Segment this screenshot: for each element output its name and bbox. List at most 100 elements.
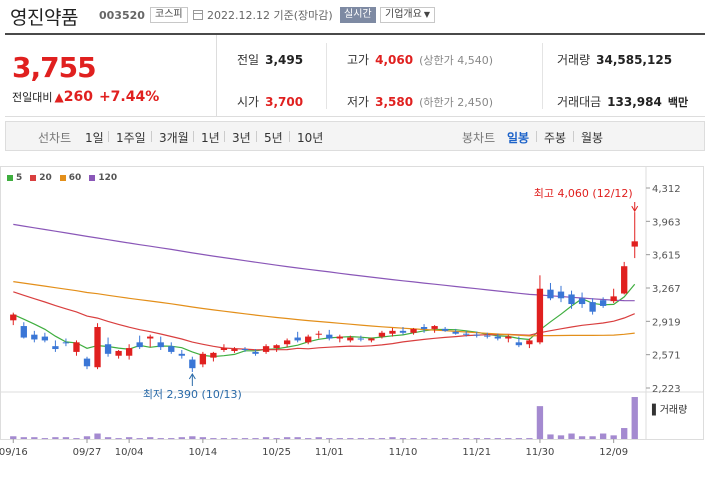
volume-bar xyxy=(305,438,312,440)
volume-bar xyxy=(157,438,164,440)
y-tick-label: 3,615 xyxy=(652,251,681,262)
divider xyxy=(193,131,194,142)
change-value: 260 xyxy=(63,89,93,105)
volume-value: 34,585,125 xyxy=(596,53,673,67)
candle-body xyxy=(473,334,480,336)
volume-bar xyxy=(599,433,607,439)
max-price-label: 최고 4,060 (12/12) xyxy=(534,187,633,200)
candle-body xyxy=(526,340,533,345)
candle-body xyxy=(410,328,417,333)
upper-limit: (상한가 4,540) xyxy=(419,54,493,67)
period-1d[interactable]: 1일 xyxy=(85,131,104,145)
candle-body xyxy=(115,350,122,356)
ma20-line xyxy=(13,291,635,351)
low-price: 저가 3,580 (하한가 2,450) xyxy=(347,93,493,110)
candle-chart-label: 봉차트 xyxy=(462,131,496,145)
ma-legend-20-label: 20 xyxy=(39,173,52,183)
price-summary: 3,755 전일대비 ▲ 260 +7.44% 전일 3,495 시가 3,70… xyxy=(5,33,705,117)
volume-bar xyxy=(578,436,586,439)
volume-bar xyxy=(115,438,122,440)
x-tick-label: 09/27 xyxy=(73,447,102,458)
candle-body xyxy=(484,335,491,337)
volume: 거래량 34,585,125 xyxy=(557,51,672,68)
high-value: 4,060 xyxy=(375,53,414,67)
up-triangle-icon: ▲ xyxy=(54,90,64,104)
candle-body xyxy=(399,330,407,333)
volume-bar xyxy=(526,438,533,440)
x-tick-label: 10/14 xyxy=(188,447,217,458)
candle-body xyxy=(125,348,133,356)
candle-body xyxy=(631,241,638,247)
period-10y[interactable]: 10년 xyxy=(297,131,324,145)
candle-body xyxy=(210,352,217,358)
candle-daily[interactable]: 일봉 xyxy=(507,131,530,145)
volume-bar xyxy=(452,438,459,440)
candle-body xyxy=(463,333,470,335)
candle-body xyxy=(20,326,27,338)
candle-body xyxy=(305,336,312,343)
period-1y[interactable]: 1년 xyxy=(201,131,220,145)
candle-body xyxy=(178,353,185,356)
candle-body xyxy=(31,334,38,340)
candle-body xyxy=(336,336,343,339)
volume-bar xyxy=(536,406,544,439)
price-detail-grid: 전일 3,495 시가 3,700 고가 4,060 (상한가 4,540) 저… xyxy=(216,35,705,117)
x-tick-label: 11/30 xyxy=(526,447,555,458)
candle-body xyxy=(452,331,459,334)
stock-name: 영진약품 xyxy=(10,7,78,29)
realtime-button[interactable]: 실시간 xyxy=(340,7,376,23)
candlestick-chart[interactable]: 4,312 3,963 3,615 3,267 2,919 2,571 2,223 ▌거래량 0… xyxy=(0,160,705,477)
low-label: 저가 xyxy=(347,95,370,109)
volume-bar xyxy=(199,437,207,439)
volume-bar xyxy=(589,436,596,439)
amount-unit: 백만 xyxy=(667,96,689,109)
divider xyxy=(573,131,574,142)
volume-bar xyxy=(621,428,628,439)
ma-legend-60-label: 60 xyxy=(68,173,82,183)
volume-label: ▌거래량 xyxy=(651,403,687,416)
candle-monthly[interactable]: 월봉 xyxy=(581,131,604,145)
divider xyxy=(542,43,543,109)
candle-body xyxy=(431,326,438,329)
volume-bar xyxy=(168,438,175,440)
period-5y[interactable]: 5년 xyxy=(264,131,283,145)
lower-limit: (하한가 2,450) xyxy=(419,96,493,109)
candle-body xyxy=(578,298,586,305)
volume-bar xyxy=(484,438,491,440)
volume-bar xyxy=(336,438,343,440)
ma-legend-5: 5 xyxy=(7,173,22,183)
volume-bar xyxy=(31,437,38,439)
x-tick-label: 11/21 xyxy=(462,447,491,458)
change-row: 전일대비 ▲ 260 +7.44% xyxy=(12,89,159,105)
candle-body xyxy=(315,333,322,335)
candle-body xyxy=(147,336,154,339)
open-label: 시가 xyxy=(237,95,260,109)
candle-body xyxy=(220,348,228,350)
candle-body xyxy=(599,300,607,306)
volume-bar xyxy=(399,438,407,440)
period-3y[interactable]: 3년 xyxy=(232,131,251,145)
candle-body xyxy=(441,328,449,331)
period-1w[interactable]: 1주일 xyxy=(116,131,146,145)
change-percent: +7.44% xyxy=(98,89,160,105)
x-tick-label: 11/10 xyxy=(389,447,418,458)
candle-weekly[interactable]: 주봉 xyxy=(544,131,567,145)
current-price: 3,755 xyxy=(12,51,97,84)
volume-bar xyxy=(41,438,49,440)
candle-body xyxy=(52,346,59,350)
volume-bar xyxy=(273,438,280,440)
period-3m[interactable]: 3개월 xyxy=(159,131,189,145)
ma5-line xyxy=(13,283,636,358)
high-price: 고가 4,060 (상한가 4,540) xyxy=(347,51,493,68)
candle-body xyxy=(294,337,301,341)
volume-bar xyxy=(420,438,428,440)
amount-label: 거래대금 xyxy=(557,95,602,109)
candle-body xyxy=(420,327,428,329)
volume-bar xyxy=(547,434,554,439)
volume-bar xyxy=(389,437,396,439)
volume-bar xyxy=(378,438,386,440)
company-overview-dropdown[interactable]: 기업개요 ▼ xyxy=(380,7,435,23)
candle-body xyxy=(231,349,238,351)
prev-close: 전일 3,495 xyxy=(237,51,303,68)
x-tick-label: 10/04 xyxy=(115,447,144,458)
